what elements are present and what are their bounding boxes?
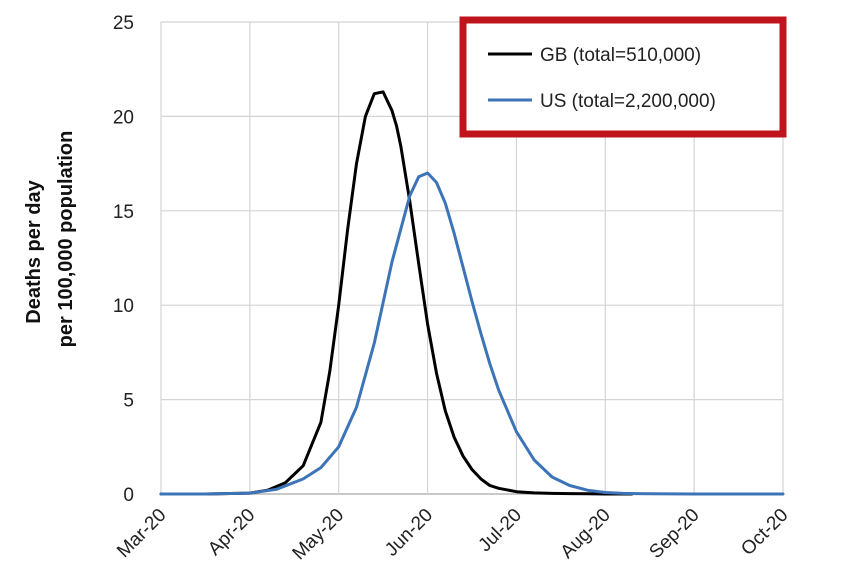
legend-box — [459, 16, 787, 138]
x-tick-label: Jul-20 — [475, 505, 526, 556]
x-tick-label: Aug-20 — [557, 505, 615, 563]
legend-label-us: US (total=2,200,000) — [540, 91, 716, 112]
y-axis-label-line-2: per 100,000 population — [55, 131, 77, 348]
y-tick-label: 25 — [113, 13, 134, 34]
series-line-gb — [159, 90, 634, 496]
series-line-us — [159, 171, 785, 496]
x-tick-label: Oct-20 — [737, 505, 792, 560]
y-axis-label-line-1: Deaths per day — [23, 179, 45, 323]
y-tick-label: 0 — [123, 485, 134, 506]
x-tick-label: May-20 — [289, 505, 349, 565]
y-tick-label: 20 — [113, 107, 134, 128]
y-tick-label: 10 — [113, 296, 134, 317]
y-tick-label: 15 — [113, 202, 134, 223]
legend: GB (total=510,000) US (total=2,200,000) — [459, 16, 787, 138]
legend-label-gb: GB (total=510,000) — [540, 45, 701, 66]
x-tick-label: Mar-20 — [113, 505, 170, 562]
x-tick-label: Jun-20 — [381, 505, 437, 561]
x-tick-labels: Mar-20 Apr-20 May-20 Jun-20 Jul-20 Aug-20 Sep-… — [113, 505, 792, 565]
y-tick-label: 5 — [123, 391, 134, 412]
series-lines — [159, 90, 785, 496]
x-tick-label: Sep-20 — [645, 505, 703, 563]
x-tick-label: Apr-20 — [204, 505, 259, 560]
y-tick-labels: 0 5 10 15 20 25 — [113, 13, 134, 506]
